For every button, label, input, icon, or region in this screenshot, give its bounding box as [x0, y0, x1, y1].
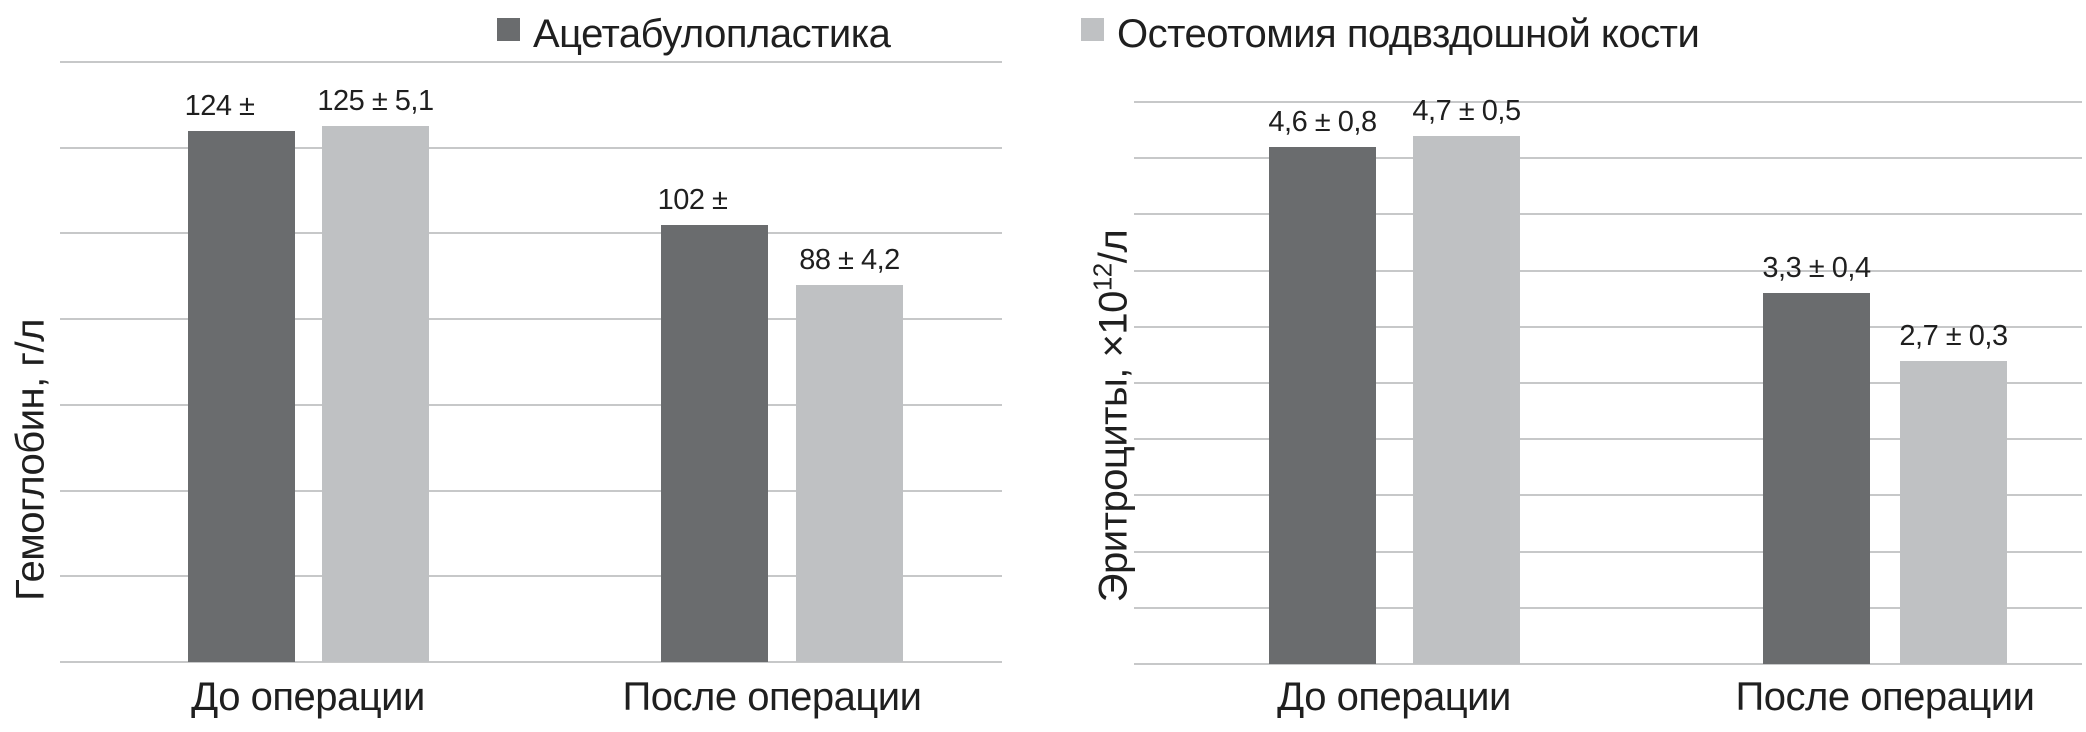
bar-value-label: 102 ±	[657, 183, 728, 216]
plot-area-hemoglobin: 124 ± 102 ± 125 ± 5,1 88 ± 4,2	[60, 61, 1002, 663]
x-category-label: После операции	[622, 675, 922, 719]
bar-series1-group1: 88 ± 4,2	[796, 244, 903, 662]
legend-swatch-light-icon	[1081, 17, 1104, 41]
gridline	[60, 61, 1002, 63]
y-axis-label-text: Гемоглобин, г/л	[8, 319, 53, 601]
bar-value-label: 2,7 ± 0,3	[1899, 319, 2008, 352]
y-axis-label-superscript: 12	[1087, 263, 1118, 292]
bar-series1-group1: 2,7 ± 0,3	[1899, 320, 2008, 664]
bar-value-label: 4,7 ± 0,5	[1412, 94, 1521, 127]
bar-series0-group0: 4,6 ± 0,8	[1268, 106, 1377, 664]
legend-label: Остеотомия подвздошной кости	[1117, 12, 1700, 56]
gridline	[1134, 101, 2082, 103]
x-category-label: До операции	[191, 675, 425, 719]
y-axis-label-text: /л	[1091, 229, 1136, 264]
plot-area-erythrocytes: 4,6 ± 0,8 3,3 ± 0,4 4,7 ± 0,5 2,7 ± 0,3	[1134, 95, 2082, 665]
bar-value-label: 4,6 ± 0,8	[1268, 105, 1377, 138]
bar-value-label: 3,3 ± 0,4	[1762, 252, 1871, 285]
legend-swatch-dark-icon	[497, 17, 520, 41]
x-category-label: До операции	[1277, 675, 1511, 719]
x-category-label: После операции	[1735, 675, 2035, 719]
legend-label: Ацетабулопластика	[533, 12, 891, 56]
bar-value-label: 125 ± 5,1	[317, 85, 434, 118]
bar-series1-group0: 125 ± 5,1	[317, 85, 434, 662]
y-axis-label-text: Эритроциты, ×10	[1091, 291, 1136, 603]
bar-value-label: 124 ±	[184, 89, 255, 122]
y-axis-label-hemoglobin: Гемоглобин, г/л	[9, 319, 54, 601]
bar-value-label: 88 ± 4,2	[799, 243, 900, 276]
bar-series1-group0: 4,7 ± 0,5	[1412, 95, 1521, 664]
bar-series0-group0: 124 ±	[185, 90, 295, 662]
bar-series0-group1: 102 ±	[658, 184, 768, 662]
legend-item-iliac-osteotomy: Остеотомия подвздошной кости	[1081, 8, 1700, 60]
legend-item-acetabuloplasty: Ацетабулопластика	[497, 8, 891, 60]
y-axis-label-erythrocytes: Эритроциты, ×1012/л	[1088, 230, 1137, 602]
bar-series0-group1: 3,3 ± 0,4	[1762, 252, 1871, 664]
